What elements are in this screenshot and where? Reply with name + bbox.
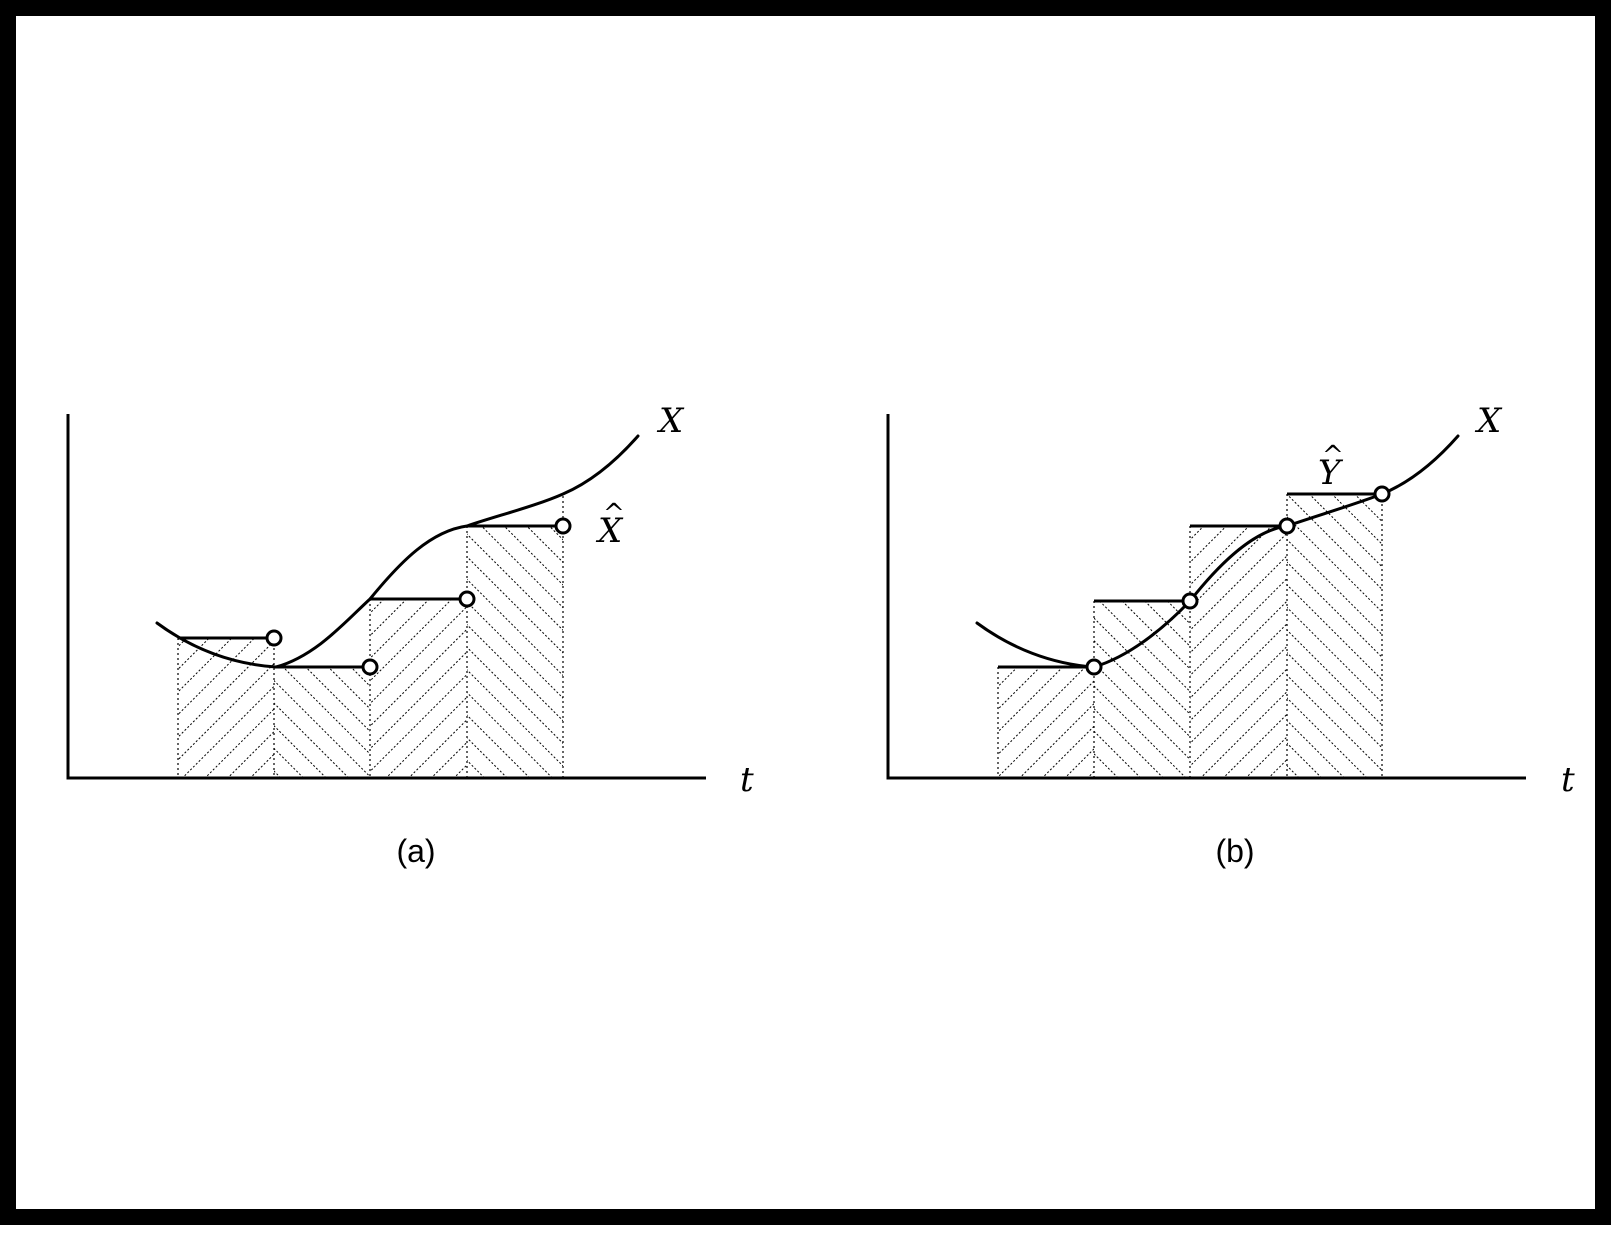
panel-a-curve-x bbox=[155, 434, 640, 669]
panel-b-marker-4 bbox=[1373, 485, 1391, 503]
panel-b-curve-label: X bbox=[1474, 401, 1503, 441]
panel-a-marker-3 bbox=[458, 590, 476, 608]
panel-a-curve-label: X bbox=[656, 401, 685, 441]
panel-a-marker-1 bbox=[265, 629, 283, 647]
panel-b-marker-2 bbox=[1181, 592, 1199, 610]
panel-a-caption: (a) bbox=[396, 833, 435, 869]
panel-b-marker-3 bbox=[1278, 517, 1296, 535]
panel-b-approx-hat: ^ bbox=[1322, 441, 1344, 471]
panel-b-axis-label: t bbox=[1561, 760, 1575, 800]
panel-a-marker-2 bbox=[361, 658, 379, 676]
panel-a-hatch-2 bbox=[274, 667, 370, 778]
panel-a-hatch-1 bbox=[178, 638, 274, 778]
panel-b-caption: (b) bbox=[1215, 833, 1254, 869]
panel-b-hatch-2 bbox=[1094, 601, 1190, 778]
panel-b-hatch-4 bbox=[1287, 494, 1382, 778]
panel-a-axis-label: t bbox=[740, 760, 754, 800]
panel-a-marker-4 bbox=[554, 517, 572, 535]
panel-b-marker-1 bbox=[1085, 658, 1103, 676]
panel-a-approx-hat: ^ bbox=[603, 499, 625, 529]
panel-a-hatch-4 bbox=[467, 526, 563, 778]
panel-b-axes bbox=[886, 414, 1526, 780]
panel-b-hatch-1 bbox=[998, 667, 1094, 778]
panel-a: X ^ X t (a) bbox=[66, 401, 754, 869]
panel-b: X ^ Y t (b) bbox=[886, 401, 1575, 869]
panel-a-axes bbox=[66, 414, 706, 780]
panel-a-hatch-3 bbox=[370, 599, 467, 778]
panel-b-hatch-3 bbox=[1190, 526, 1287, 778]
diagram: X ^ X t (a) X ^ Y t bbox=[66, 401, 1575, 869]
panel-b-approx-label: Y bbox=[1318, 453, 1344, 493]
panel-a-approx-label: X bbox=[595, 511, 624, 551]
